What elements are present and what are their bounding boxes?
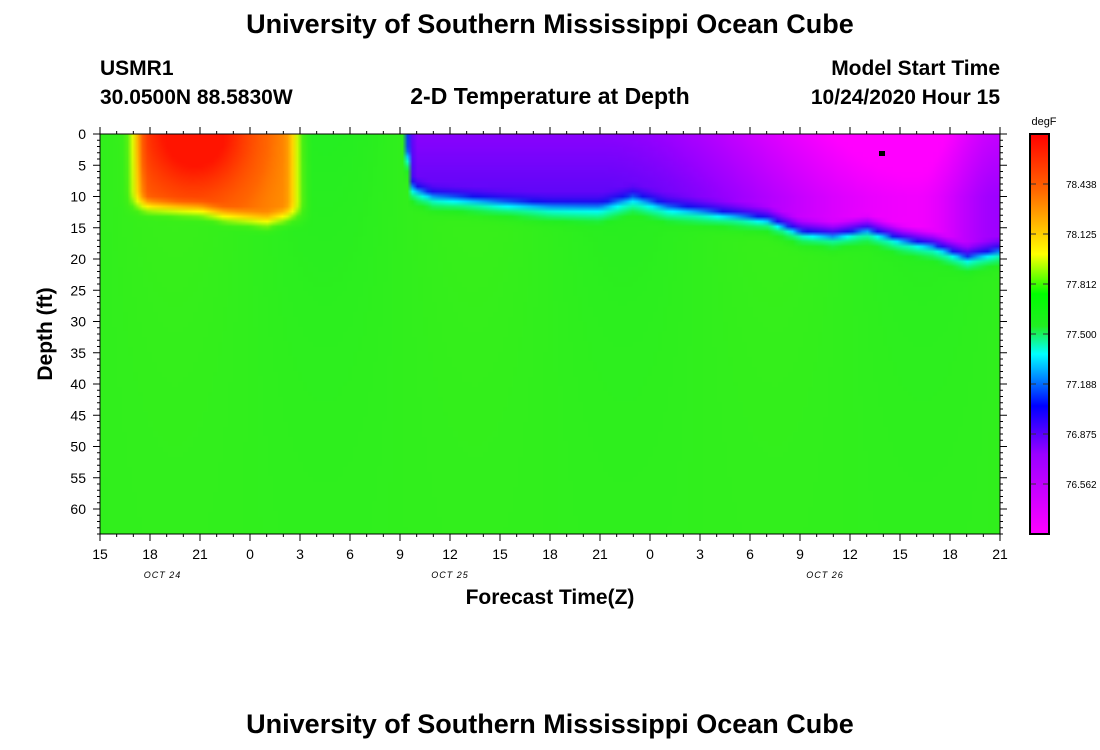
x-tick-label: 3 (296, 546, 304, 562)
page-title-bottom: University of Southern Mississippi Ocean… (246, 709, 854, 739)
y-tick-label: 15 (70, 220, 86, 236)
station-coords: 30.0500N 88.5830W (100, 86, 293, 109)
x-tick-label: 21 (592, 546, 608, 562)
model-start-label: Model Start Time (831, 57, 1000, 80)
colorbar-tick-label: 76.562 (1066, 480, 1097, 491)
y-tick-label: 45 (70, 407, 86, 423)
x-tick-label: 15 (892, 546, 908, 562)
colorbar-tick-label: 76.875 (1066, 430, 1097, 441)
x-tick-label: 18 (142, 546, 158, 562)
x-axis-label: Forecast Time(Z) (466, 586, 635, 609)
x-tick-label: 21 (192, 546, 208, 562)
colorbar-tick-label: 77.500 (1066, 330, 1097, 341)
y-tick-label: 5 (78, 157, 86, 173)
y-tick-label: 30 (70, 314, 86, 330)
y-tick-label: 20 (70, 251, 86, 267)
colorbar-tick-label: 77.812 (1066, 280, 1097, 291)
x-tick-label: 0 (646, 546, 654, 562)
colorbar-ticks: 78.438 78.125 77.812 77.500 77.188 76.875 76.5… (1031, 180, 1097, 491)
x-tick-label: 12 (442, 546, 458, 562)
date-label: OCT 24 (144, 570, 182, 580)
y-tick-label: 55 (70, 470, 86, 486)
y-axis: 0 5 10 15 20 25 30 35 40 45 50 55 60 (70, 126, 1007, 535)
temperature-heatmap (100, 134, 1000, 534)
y-tick-label: 40 (70, 376, 86, 392)
x-tick-label: 9 (396, 546, 404, 562)
y-tick-label: 10 (70, 189, 86, 205)
y-axis-label: Depth (ft) (34, 287, 57, 380)
x-axis: 15 18 21 0 3 6 9 12 15 18 21 0 3 6 9 12 15 18 21 OCT 24 OCT … (92, 127, 1008, 580)
x-tick-label: 6 (746, 546, 754, 562)
x-tick-label: 3 (696, 546, 704, 562)
x-tick-label: 12 (842, 546, 858, 562)
y-tick-label: 0 (78, 126, 86, 142)
x-tick-label: 9 (796, 546, 804, 562)
x-tick-label: 21 (992, 546, 1008, 562)
x-tick-label: 0 (246, 546, 254, 562)
model-start-time: 10/24/2020 Hour 15 (810, 86, 1000, 109)
date-label: OCT 25 (431, 570, 469, 580)
page-title-top: University of Southern Mississippi Ocean… (246, 9, 854, 39)
chart-subtitle: 2-D Temperature at Depth (410, 83, 690, 109)
colorbar-tick-label: 78.438 (1066, 180, 1097, 191)
x-tick-label: 15 (92, 546, 108, 562)
date-label: OCT 26 (806, 570, 844, 580)
colorbar-tick-label: 77.188 (1066, 380, 1097, 391)
x-tick-label: 15 (492, 546, 508, 562)
x-tick-label: 18 (942, 546, 958, 562)
colorbar-tick-label: 78.125 (1066, 230, 1097, 241)
x-tick-label: 6 (346, 546, 354, 562)
y-tick-label: 60 (70, 501, 86, 517)
cold-marker (879, 151, 885, 156)
y-tick-label: 50 (70, 439, 86, 455)
y-tick-label: 35 (70, 345, 86, 361)
station-id: USMR1 (100, 57, 174, 80)
colorbar-unit: degF (1031, 116, 1056, 128)
x-tick-label: 18 (542, 546, 558, 562)
y-tick-label: 25 (70, 282, 86, 298)
